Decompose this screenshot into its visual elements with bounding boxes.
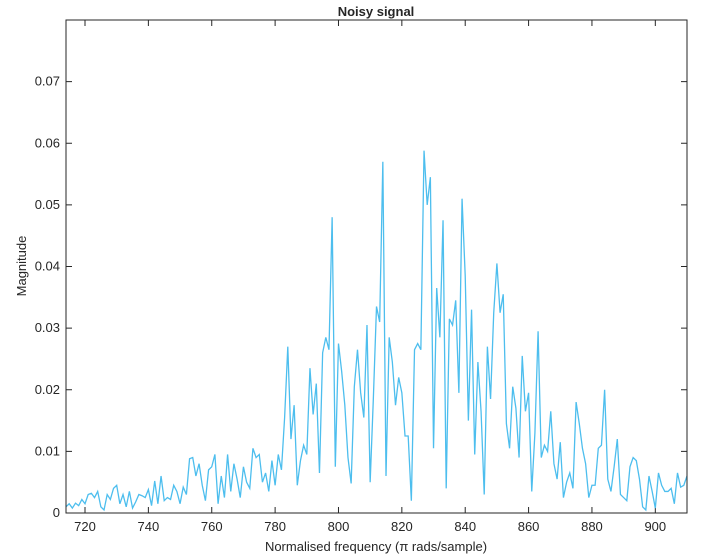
y-tick-label: 0.02	[35, 382, 60, 397]
x-tick-label: 800	[328, 519, 350, 534]
y-tick-label: 0	[53, 505, 60, 520]
x-tick-label: 820	[391, 519, 413, 534]
y-tick-label: 0.04	[35, 259, 60, 274]
x-axis-label: Normalised frequency (π rads/sample)	[265, 539, 487, 554]
x-tick-label: 840	[454, 519, 476, 534]
x-tick-label: 860	[518, 519, 540, 534]
y-axis-label: Magnitude	[14, 236, 29, 297]
y-tick-label: 0.05	[35, 197, 60, 212]
y-tick-label: 0.06	[35, 135, 60, 150]
plot-frame	[65, 19, 688, 514]
y-tick-label: 0.07	[35, 74, 60, 89]
x-tick-label: 900	[644, 519, 666, 534]
x-tick-label: 720	[74, 519, 96, 534]
y-tick-label: 0.01	[35, 443, 60, 458]
y-tick-label: 0.03	[35, 320, 60, 335]
x-tick-label: 760	[201, 519, 223, 534]
x-tick-label: 740	[138, 519, 160, 534]
data-line	[66, 150, 687, 512]
chart-title: Noisy signal	[338, 4, 415, 19]
x-tick-label: 880	[581, 519, 603, 534]
x-tick-label: 780	[264, 519, 286, 534]
